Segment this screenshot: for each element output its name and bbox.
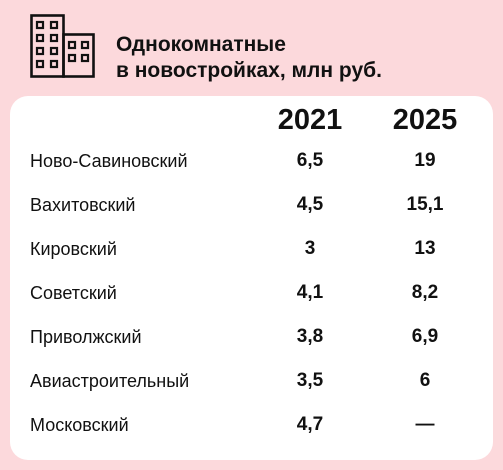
column-header-2025: 2025 — [392, 104, 458, 136]
value-2021: 3,8 — [296, 326, 324, 347]
district-name: Кировский — [30, 239, 117, 259]
table-row: Московский 4,7 — — [0, 410, 503, 440]
building-icon — [30, 14, 95, 78]
table-card — [10, 96, 493, 460]
district-name: Приволжский — [30, 327, 142, 347]
column-header-2021: 2021 — [277, 104, 343, 136]
title-line-1: Однокомнатные — [116, 33, 286, 56]
value-2025: 19 — [414, 150, 436, 171]
district-name: Авиастроительный — [30, 371, 190, 391]
header: Однокомнатные в новостройках, млн руб. — [0, 0, 503, 94]
table-row: Вахитовский 4,5 15,1 — [0, 190, 503, 220]
table-row: Советский 4,1 8,2 — [0, 278, 503, 308]
table-row: Кировский 3 13 — [0, 234, 503, 264]
value-2021: 3,5 — [296, 370, 324, 391]
district-name: Ново-Савиновский — [30, 151, 188, 171]
value-2025: 8,2 — [411, 282, 439, 303]
value-2025: — — [415, 414, 435, 435]
district-name: Советский — [30, 283, 117, 303]
value-2021: 6,5 — [296, 150, 324, 171]
value-2021: 3 — [304, 238, 316, 259]
value-2021: 4,7 — [296, 414, 324, 435]
page-title: Однокомнатные в новостройках, млн руб. — [116, 32, 382, 84]
title-line-2: в новостройках, млн руб. — [116, 59, 382, 82]
district-name: Московский — [30, 415, 129, 435]
value-2025: 13 — [414, 238, 436, 259]
value-2025: 6,9 — [411, 326, 439, 347]
value-2021: 4,5 — [296, 194, 324, 215]
value-2025: 6 — [419, 370, 431, 391]
table-row: Приволжский 3,8 6,9 — [0, 322, 503, 352]
district-name: Вахитовский — [30, 195, 136, 215]
value-2021: 4,1 — [296, 282, 324, 303]
table-row: Ново-Савиновский 6,5 19 — [0, 146, 503, 176]
value-2025: 15,1 — [406, 194, 444, 215]
table-row: Авиастроительный 3,5 6 — [0, 366, 503, 396]
